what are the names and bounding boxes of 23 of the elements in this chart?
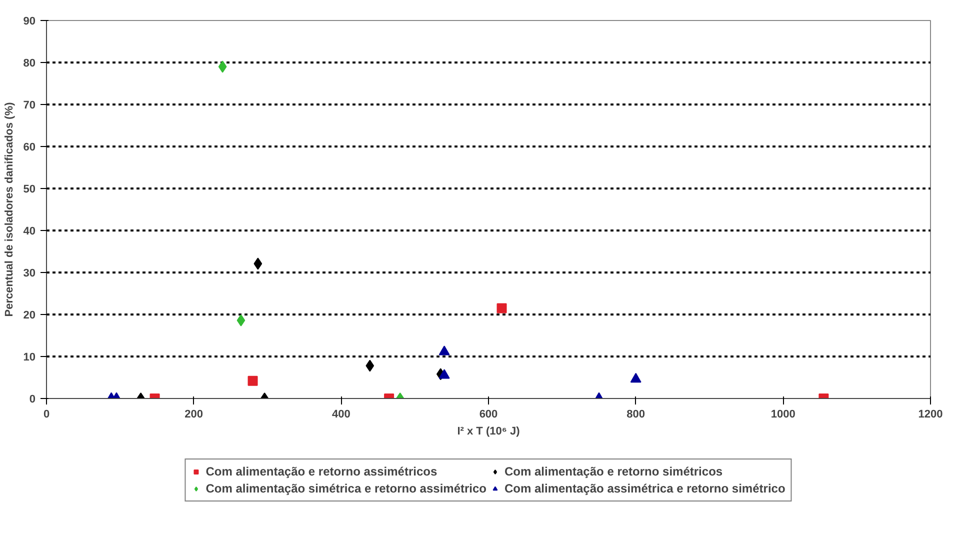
x-tick-label: 1000 <box>770 408 796 420</box>
legend-label: Com alimentação e retorno assimétricos <box>206 464 438 478</box>
y-tick-label: 0 <box>29 394 36 406</box>
x-tick-label: 800 <box>626 408 646 420</box>
y-axis-title: Percentual de isoladores danificados (%) <box>3 102 16 317</box>
y-tick-label: 80 <box>23 58 36 70</box>
legend-label: Com alimentação simétrica e retorno assimétrico <box>206 482 486 496</box>
y-tick-label: 30 <box>23 268 36 280</box>
x-tick-label: 1200 <box>918 408 943 420</box>
y-tick-label: 90 <box>23 16 36 28</box>
y-tick-label: 20 <box>23 310 36 322</box>
y-tick-label: 60 <box>23 142 36 154</box>
x-tick-label: 200 <box>184 408 204 420</box>
legend-label: Com alimentação assimétrica e retorno simétrico <box>504 482 786 496</box>
x-tick-label: 600 <box>479 408 498 420</box>
y-tick-label: 10 <box>23 352 36 364</box>
legend-label: Com alimentação e retorno simétricos <box>504 464 723 478</box>
y-tick-label: 70 <box>23 100 36 112</box>
x-tick-label: 400 <box>332 408 350 420</box>
y-tick-label: 40 <box>23 226 36 238</box>
y-tick-label: 50 <box>23 184 36 196</box>
x-tick-label: 0 <box>43 408 50 420</box>
x-axis-title: I² x T (10⁶ J) <box>457 426 520 438</box>
